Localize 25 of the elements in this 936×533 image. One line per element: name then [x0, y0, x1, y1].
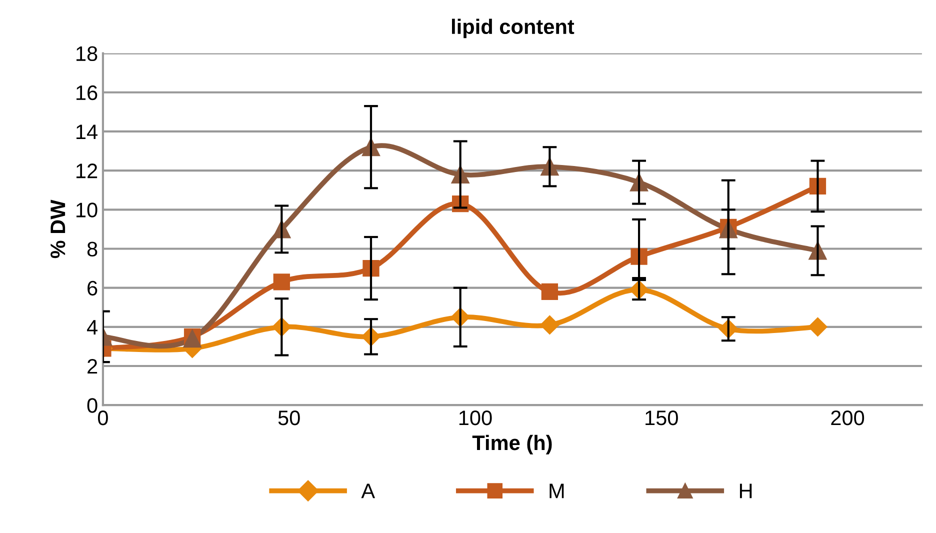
legend-label: A [361, 484, 376, 498]
y-axis-title: % DW [50, 200, 66, 258]
point [540, 315, 560, 334]
y-tick-label: 4 [86, 320, 98, 334]
legend-label: M [550, 484, 564, 498]
point [541, 283, 558, 300]
chart-title: lipid content [452, 18, 574, 38]
y-tick-label: 6 [88, 280, 98, 296]
point [273, 274, 290, 290]
x-tick-label: 150 [646, 410, 678, 426]
y-tick-label: 10 [76, 202, 98, 218]
x-axis-title: Time (h) [472, 434, 552, 454]
y-tick-label: 0 [87, 398, 98, 413]
y-tick-label: 12 [76, 164, 98, 178]
y-tick-label: 2 [88, 358, 98, 374]
legend-label: H [740, 484, 752, 498]
point [808, 317, 828, 336]
y-tick-label: 14 [76, 124, 98, 140]
y-tick-label: 16 [76, 85, 98, 100]
y-tick-label: 18 [76, 46, 98, 62]
y-tick-label: 8 [87, 242, 98, 256]
x-tick-label: 200 [831, 410, 864, 426]
x-tick-label: 50 [278, 410, 300, 426]
x-tick-label: 0 [98, 410, 108, 426]
x-tick-label: 100 [459, 410, 492, 426]
